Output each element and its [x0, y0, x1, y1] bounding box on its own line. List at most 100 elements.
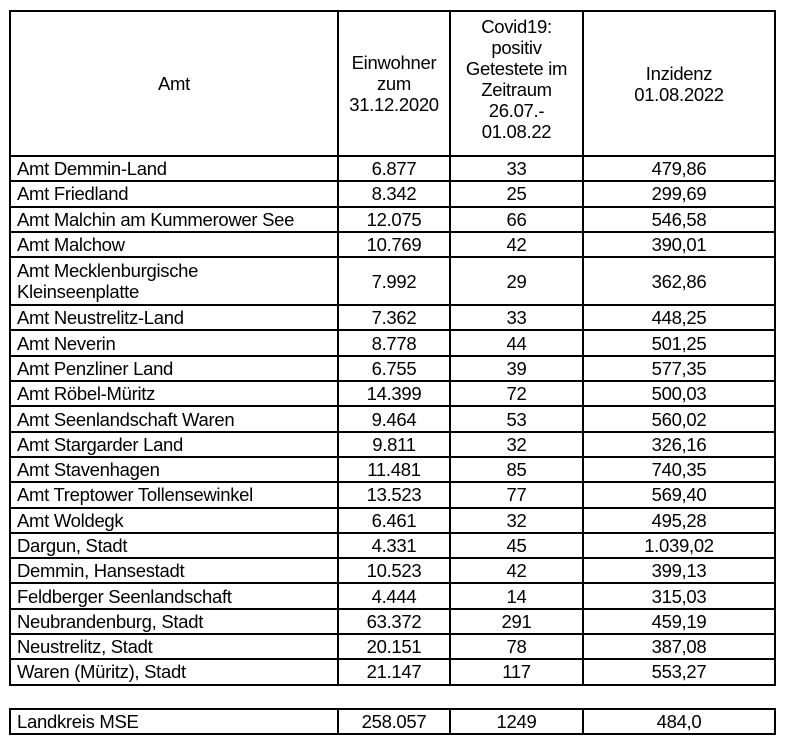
positiv-cell: 45: [449, 531, 584, 560]
amt-cell: Amt Treptower Tollensewinkel: [9, 481, 339, 509]
amt-cell: Amt Mecklenburgische Kleinseenplatte: [9, 256, 339, 307]
inzidenz-cell: 399,13: [582, 557, 776, 585]
einwohner-cell: 10.523: [337, 557, 451, 585]
amt-cell: Amt Malchin am Kummerower See: [9, 205, 339, 233]
amt-cell: Waren (Müritz), Stadt: [9, 658, 339, 686]
positiv-cell: 32: [449, 430, 584, 458]
header-inzidenz: Inzidenz 01.08.2022: [582, 10, 776, 157]
einwohner-cell: 12.075: [337, 205, 451, 233]
einwohner-cell: 7.362: [337, 304, 451, 332]
header-covid-positiv: Covid19: positiv Getestete im Zeitraum 2…: [449, 10, 584, 157]
table-row: Amt Treptower Tollensewinkel 13.523 77 569,…: [9, 481, 776, 509]
total-amt: Landkreis MSE: [9, 708, 339, 735]
table-row: Neubrandenburg, Stadt 63.372 291 459,19: [9, 607, 776, 636]
positiv-cell: 77: [449, 481, 584, 509]
positiv-cell: 44: [449, 329, 584, 357]
inzidenz-cell: 577,35: [582, 354, 776, 383]
positiv-cell: 78: [449, 633, 584, 661]
amt-name-line: Feldberger Seenlandschaft: [17, 585, 232, 607]
amt-cell: Amt Demmin-Land: [9, 154, 339, 183]
header-line: 01.08.22: [481, 121, 552, 142]
einwohner-cell: 6.461: [337, 506, 451, 534]
amt-cell: Amt Röbel-Müritz: [9, 380, 339, 408]
einwohner-cell: 6.877: [337, 154, 451, 183]
table-row: Amt Stavenhagen 11.481 85 740,35: [9, 455, 776, 484]
positiv-cell: 32: [449, 506, 584, 534]
inzidenz-cell: 501,25: [582, 329, 776, 357]
table-row: Amt Stargarder Land 9.811 32 326,16: [9, 430, 776, 458]
einwohner-cell: 6.755: [337, 354, 451, 383]
amt-name-line: Amt Neverin: [17, 332, 116, 354]
table-row: Amt Neverin 8.778 44 501,25: [9, 329, 776, 357]
amt-name-line: Amt Friedland: [17, 183, 129, 205]
einwohner-cell: 21.147: [337, 658, 451, 686]
table-row: Amt Demmin-Land 6.877 33 479,86: [9, 154, 776, 183]
table-row: Amt Röbel-Müritz 14.399 72 500,03: [9, 380, 776, 408]
inzidenz-cell: 1.039,02: [582, 531, 776, 560]
table-row: Amt Woldegk 6.461 32 495,28: [9, 506, 776, 534]
header-line: Getestete im: [465, 58, 568, 79]
positiv-cell: 33: [449, 154, 584, 183]
table-row: Amt Mecklenburgische Kleinseenplatte 7.992…: [9, 256, 776, 307]
table-row: Neustrelitz, Stadt 20.151 78 387,08: [9, 633, 776, 661]
amt-cell: Demmin, Hansestadt: [9, 557, 339, 585]
table-row: Amt Malchin am Kummerower See 12.075 66 546…: [9, 205, 776, 233]
einwohner-cell: 63.372: [337, 607, 451, 636]
amt-cell: Amt Malchow: [9, 230, 339, 259]
table-row: Waren (Müritz), Stadt 21.147 117 553,27: [9, 658, 776, 686]
inzidenz-cell: 546,58: [582, 205, 776, 233]
inzidenz-cell: 362,86: [582, 256, 776, 307]
inzidenz-cell: 299,69: [582, 180, 776, 208]
amt-name-line: Amt Demmin-Land: [17, 158, 167, 180]
einwohner-cell: 14.399: [337, 380, 451, 408]
amt-cell: Amt Woldegk: [9, 506, 339, 534]
amt-name-line: Amt Mecklenburgische: [17, 260, 199, 282]
table-row: Demmin, Hansestadt 10.523 42 399,13: [9, 557, 776, 585]
inzidenz-cell: 500,03: [582, 380, 776, 408]
incidence-table: Amt Einwohner zum 31.12.2020 Covid19: po…: [9, 10, 776, 686]
header-line: positiv: [491, 37, 542, 58]
table-row: Amt Seenlandschaft Waren 9.464 53 560,02: [9, 405, 776, 433]
amt-name-line: Kleinseenplatte: [17, 281, 140, 303]
inzidenz-cell: 740,35: [582, 455, 776, 484]
inzidenz-cell: 560,02: [582, 405, 776, 433]
positiv-cell: 53: [449, 405, 584, 433]
total-row: Landkreis MSE 258.057 1249 484,0: [9, 708, 776, 735]
inzidenz-cell: 448,25: [582, 304, 776, 332]
positiv-cell: 39: [449, 354, 584, 383]
amt-cell: Feldberger Seenlandschaft: [9, 582, 339, 610]
header-line: Einwohner: [351, 52, 437, 73]
amt-cell: Amt Friedland: [9, 180, 339, 208]
amt-name-line: Amt Stavenhagen: [17, 459, 160, 481]
einwohner-cell: 4.444: [337, 582, 451, 610]
inzidenz-cell: 387,08: [582, 633, 776, 661]
table-row: Dargun, Stadt 4.331 45 1.039,02: [9, 531, 776, 560]
amt-name-line: Amt Woldegk: [17, 509, 124, 531]
positiv-cell: 291: [449, 607, 584, 636]
positiv-cell: 117: [449, 658, 584, 686]
header-amt: Amt: [9, 10, 339, 157]
total-table: Landkreis MSE 258.057 1249 484,0: [9, 708, 776, 735]
einwohner-cell: 9.811: [337, 430, 451, 458]
amt-cell: Amt Stavenhagen: [9, 455, 339, 484]
amt-name-line: Neustrelitz, Stadt: [17, 636, 153, 658]
amt-cell: Amt Neustrelitz-Land: [9, 304, 339, 332]
positiv-cell: 29: [449, 256, 584, 307]
header-line: Inzidenz: [645, 62, 713, 84]
amt-name-line: Amt Stargarder Land: [17, 433, 184, 455]
amt-name-line: Amt Malchin am Kummerower See: [17, 208, 295, 230]
amt-cell: Neubrandenburg, Stadt: [9, 607, 339, 636]
total-inzidenz: 484,0: [582, 708, 776, 735]
amt-cell: Amt Neverin: [9, 329, 339, 357]
header-row: Amt Einwohner zum 31.12.2020 Covid19: po…: [9, 10, 776, 157]
amt-cell: Neustrelitz, Stadt: [9, 633, 339, 661]
table-row: Feldberger Seenlandschaft 4.444 14 315,03: [9, 582, 776, 610]
amt-name-line: Demmin, Hansestadt: [17, 560, 185, 582]
amt-name-line: Amt Penzliner Land: [17, 357, 174, 379]
amt-cell: Amt Seenlandschaft Waren: [9, 405, 339, 433]
einwohner-cell: 7.992: [337, 256, 451, 307]
amt-cell: Amt Stargarder Land: [9, 430, 339, 458]
positiv-cell: 66: [449, 205, 584, 233]
amt-name-line: Amt Seenlandschaft Waren: [17, 408, 235, 430]
amt-name-line: Dargun, Stadt: [17, 535, 128, 556]
